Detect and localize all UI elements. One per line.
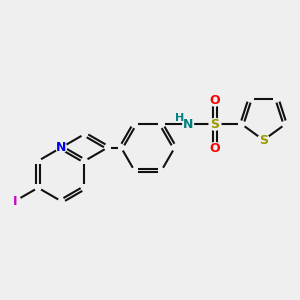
Circle shape <box>9 195 21 207</box>
Text: O: O <box>210 142 220 155</box>
Text: H: H <box>176 112 185 123</box>
Circle shape <box>183 119 194 130</box>
Text: N: N <box>56 141 66 154</box>
Text: S: S <box>211 118 220 131</box>
Circle shape <box>56 142 67 153</box>
Text: I: I <box>13 195 17 208</box>
Circle shape <box>209 142 221 154</box>
Circle shape <box>209 118 221 130</box>
Text: N: N <box>183 118 194 131</box>
Circle shape <box>209 94 221 106</box>
Text: O: O <box>210 94 220 107</box>
Text: S: S <box>259 134 268 147</box>
Circle shape <box>258 134 269 146</box>
